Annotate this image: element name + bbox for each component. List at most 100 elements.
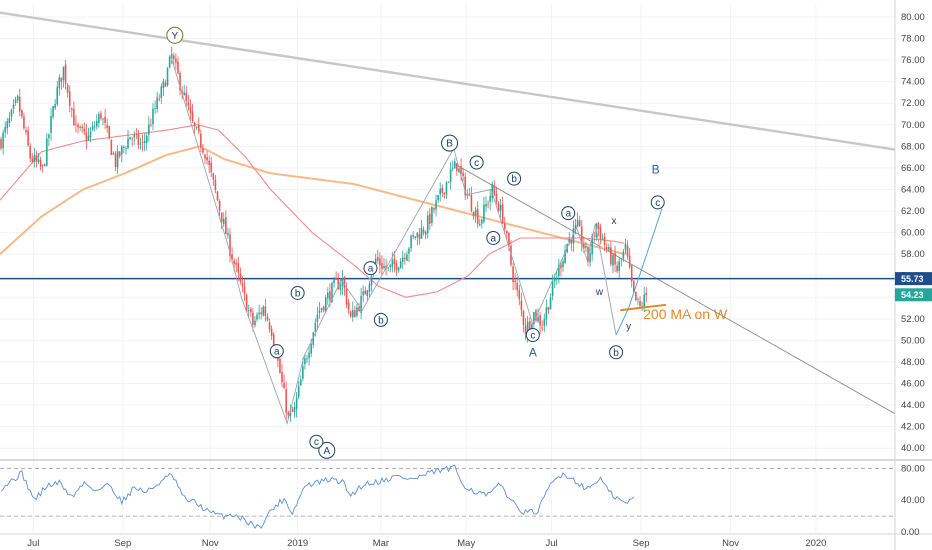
wave-label-circle bbox=[309, 434, 324, 449]
candle-body bbox=[410, 235, 412, 249]
candle-body bbox=[583, 243, 585, 249]
candle-body bbox=[476, 208, 479, 225]
wave-label-circle bbox=[507, 171, 522, 186]
candle-body bbox=[85, 132, 88, 141]
time-tick-label: Jul bbox=[545, 538, 557, 549]
candle-body bbox=[160, 86, 163, 98]
candle-body bbox=[83, 128, 86, 132]
candle-body bbox=[256, 314, 258, 320]
candle-body bbox=[387, 267, 389, 269]
candle-body bbox=[389, 264, 392, 268]
candle-body bbox=[499, 204, 502, 211]
candle-body bbox=[347, 302, 350, 310]
candle-body bbox=[637, 298, 639, 300]
candle-body bbox=[243, 286, 246, 294]
candle-body bbox=[6, 121, 9, 129]
candle-body bbox=[489, 196, 491, 202]
candle-body bbox=[150, 125, 152, 127]
candle-body bbox=[522, 310, 525, 326]
candle-body bbox=[433, 208, 435, 211]
candle-body bbox=[314, 322, 317, 332]
candle-body bbox=[177, 61, 179, 74]
wave-label-circle bbox=[486, 230, 501, 245]
trend-lines bbox=[0, 11, 896, 415]
moving-averages bbox=[0, 124, 625, 298]
candle-body bbox=[643, 294, 645, 308]
candle-body bbox=[426, 215, 429, 234]
candle-body bbox=[272, 334, 275, 347]
candle-body bbox=[168, 56, 171, 68]
wave-label: b bbox=[378, 315, 384, 326]
candle-body bbox=[316, 314, 319, 323]
candle-body bbox=[87, 135, 90, 140]
candle-body bbox=[95, 120, 98, 127]
candle-body bbox=[472, 211, 475, 216]
price-tick-label: 66.00 bbox=[901, 163, 925, 174]
candle-body bbox=[68, 91, 71, 107]
candle-body bbox=[297, 385, 300, 398]
candle-body bbox=[543, 318, 546, 326]
candle-body bbox=[308, 352, 310, 359]
rsi-panel bbox=[0, 459, 932, 530]
wave-label-circle bbox=[525, 328, 540, 343]
candle-body bbox=[293, 406, 296, 412]
wave-label: a bbox=[274, 347, 280, 358]
time-tick-label: Nov bbox=[202, 538, 219, 549]
candle-body bbox=[283, 383, 285, 389]
candle-body bbox=[100, 113, 102, 119]
candle-body bbox=[553, 279, 556, 282]
wave-label-circle bbox=[269, 344, 284, 359]
candle-body bbox=[580, 226, 583, 245]
candle-body bbox=[445, 182, 448, 195]
candle-body bbox=[14, 99, 17, 103]
candle-body bbox=[622, 251, 625, 259]
candle-body bbox=[395, 263, 398, 270]
candle-body bbox=[162, 81, 165, 89]
candle-body bbox=[483, 204, 485, 222]
candle-body bbox=[526, 321, 529, 336]
resistance-trendline bbox=[0, 11, 896, 151]
candle-body bbox=[33, 155, 36, 162]
candle-body bbox=[137, 134, 140, 146]
candle-body bbox=[564, 250, 566, 264]
candle-body bbox=[541, 327, 543, 329]
candle-body bbox=[102, 118, 104, 120]
candle-body bbox=[64, 64, 67, 84]
candle-body bbox=[493, 185, 496, 195]
candle-body bbox=[91, 125, 94, 130]
candle-body bbox=[260, 312, 263, 315]
candle-body bbox=[470, 195, 473, 211]
candle-body bbox=[518, 290, 521, 300]
candle-body bbox=[374, 258, 377, 264]
candle-body bbox=[4, 127, 6, 133]
candle-body bbox=[485, 204, 487, 207]
candle-body bbox=[270, 328, 273, 336]
candle-body bbox=[225, 217, 227, 235]
wave-label: B bbox=[446, 139, 453, 150]
wave-label: c bbox=[474, 158, 479, 169]
price-tick-label: 80.00 bbox=[901, 12, 925, 23]
wave-label: b bbox=[295, 288, 301, 299]
candle-body bbox=[306, 358, 308, 360]
wave-label-plain: x bbox=[612, 216, 617, 227]
candle-body bbox=[202, 148, 204, 153]
wave-label: A bbox=[323, 446, 330, 457]
candle-body bbox=[239, 273, 242, 282]
candle-body bbox=[501, 204, 504, 223]
candle-body bbox=[10, 109, 13, 117]
price-tick-label: 72.00 bbox=[901, 98, 925, 109]
candle-body bbox=[456, 163, 458, 171]
candle-body bbox=[399, 261, 402, 269]
candle-body bbox=[345, 288, 348, 305]
candle-body bbox=[614, 253, 616, 265]
wave-label-circle bbox=[441, 134, 459, 152]
candle-body bbox=[89, 131, 92, 138]
candle-body bbox=[16, 95, 19, 101]
candle-body bbox=[558, 264, 560, 277]
candle-body bbox=[43, 164, 46, 166]
candle-body bbox=[324, 297, 327, 312]
candle-body bbox=[383, 265, 385, 269]
candle-body bbox=[189, 106, 192, 113]
candle-body bbox=[439, 188, 442, 195]
candle-body bbox=[108, 126, 111, 139]
